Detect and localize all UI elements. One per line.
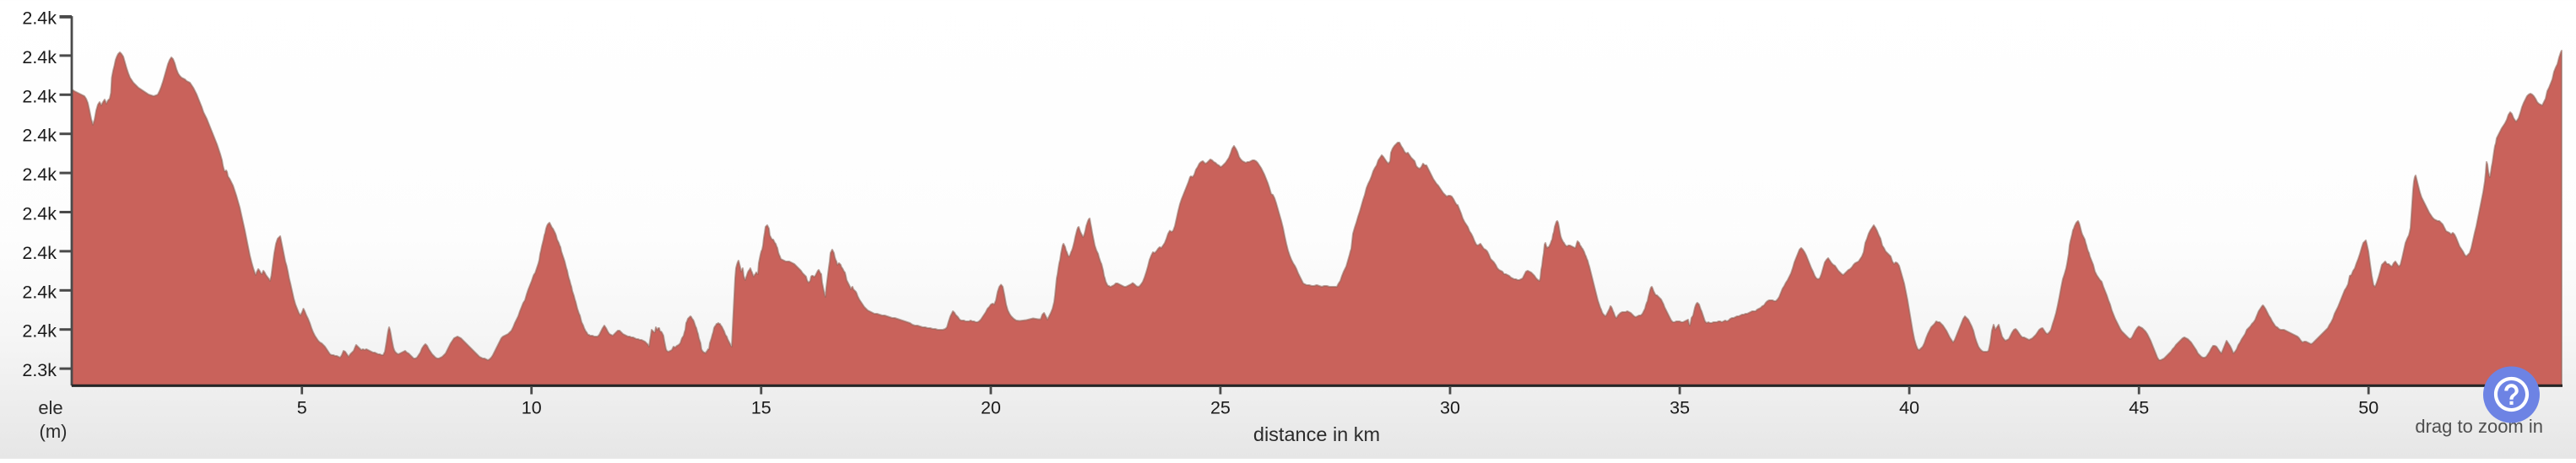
svg-text:2.4k: 2.4k — [22, 321, 57, 342]
svg-text:5: 5 — [297, 398, 307, 418]
svg-text:2.4k: 2.4k — [22, 204, 57, 224]
svg-text:2.4k: 2.4k — [22, 47, 57, 67]
svg-text:2.3k: 2.3k — [22, 360, 57, 380]
svg-text:2.4k: 2.4k — [22, 8, 57, 29]
svg-text:50: 50 — [2358, 398, 2378, 418]
svg-text:15: 15 — [751, 398, 771, 418]
svg-text:ele: ele — [38, 397, 62, 418]
svg-text:2.4k: 2.4k — [22, 86, 57, 106]
svg-text:distance in km: distance in km — [1253, 423, 1380, 445]
svg-text:10: 10 — [522, 398, 542, 418]
svg-text:(m): (m) — [40, 421, 68, 442]
svg-text:2.4k: 2.4k — [22, 282, 57, 302]
svg-text:45: 45 — [2129, 398, 2149, 418]
svg-text:2.4k: 2.4k — [22, 243, 57, 263]
svg-text:2.4k: 2.4k — [22, 126, 57, 146]
svg-text:35: 35 — [1670, 398, 1690, 418]
svg-text:40: 40 — [1899, 398, 1919, 418]
svg-text:20: 20 — [981, 398, 1001, 418]
svg-text:30: 30 — [1440, 398, 1460, 418]
svg-text:2.4k: 2.4k — [22, 164, 57, 185]
svg-text:25: 25 — [1210, 398, 1231, 418]
